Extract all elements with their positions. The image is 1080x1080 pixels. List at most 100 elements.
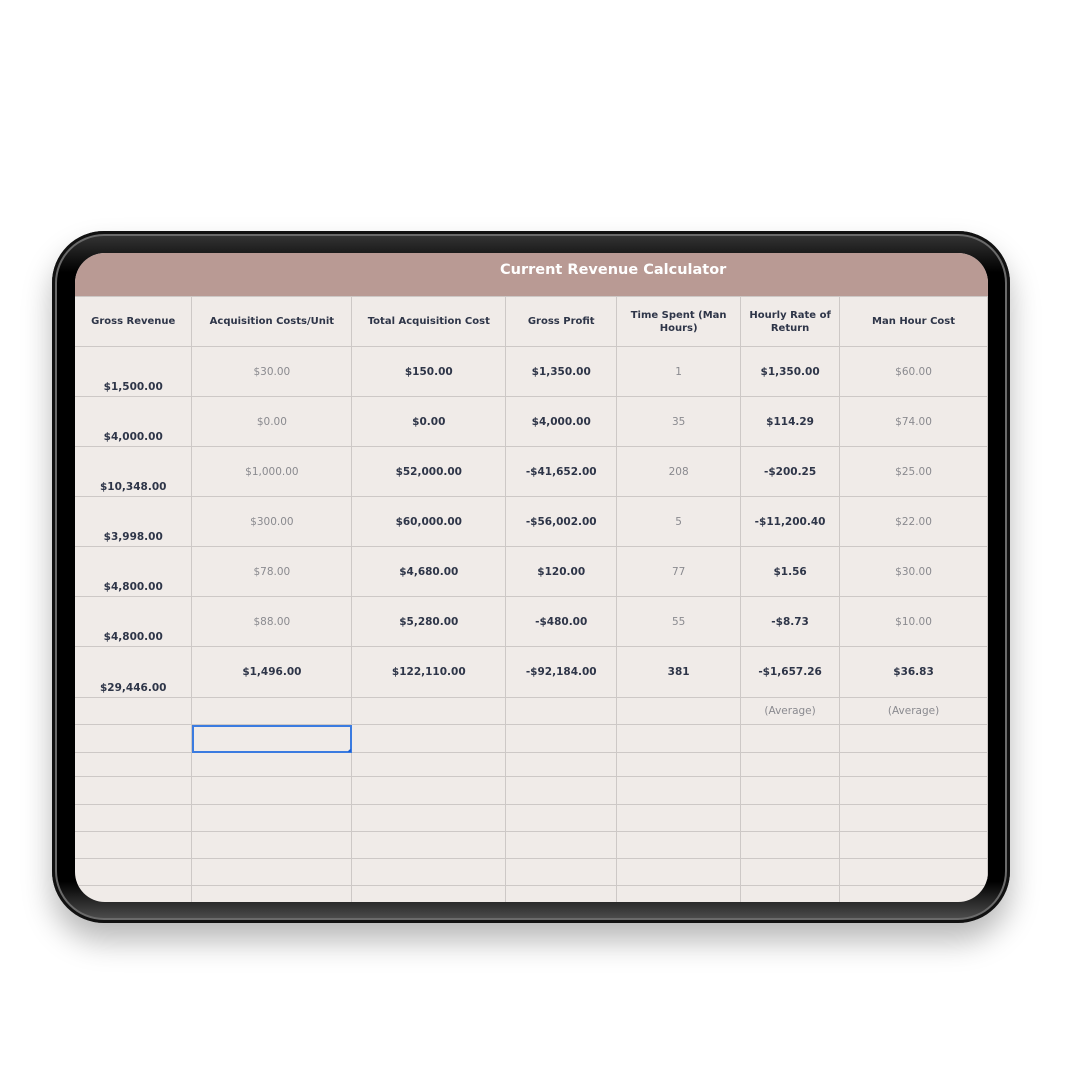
table-cell[interactable]: $4,800.00	[75, 546, 193, 597]
table-cell[interactable]: -$56,002.00	[505, 496, 618, 547]
table-cell[interactable]: $1,500.00	[75, 346, 193, 397]
table-cell[interactable]: $4,000.00	[505, 396, 618, 447]
empty-cell[interactable]	[740, 804, 841, 832]
empty-cell[interactable]	[616, 776, 742, 805]
table-cell[interactable]: $0.00	[351, 396, 507, 447]
table-cell[interactable]: $3,998.00	[75, 496, 193, 547]
column-header[interactable]: Gross Profit	[505, 296, 618, 347]
empty-cell[interactable]	[351, 885, 507, 902]
table-cell[interactable]: 77	[616, 546, 742, 597]
table-cell[interactable]: 55	[616, 596, 742, 647]
empty-cell[interactable]	[839, 831, 988, 859]
empty-cell[interactable]	[616, 724, 742, 753]
note-cell[interactable]	[75, 697, 193, 725]
column-header[interactable]: Man Hour Cost	[839, 296, 988, 347]
table-cell[interactable]: $4,800.00	[75, 596, 193, 647]
total-cell[interactable]: -$92,184.00	[505, 646, 618, 698]
empty-cell[interactable]	[740, 724, 841, 753]
note-cell[interactable]	[616, 697, 742, 725]
column-header[interactable]: Total Acquisition Cost	[351, 296, 507, 347]
table-cell[interactable]: $60.00	[839, 346, 988, 397]
empty-cell[interactable]	[351, 804, 507, 832]
empty-cell[interactable]	[191, 776, 353, 805]
note-cell[interactable]: (Average)	[839, 697, 988, 725]
table-cell[interactable]: $74.00	[839, 396, 988, 447]
column-header[interactable]: Time Spent (Man Hours)	[616, 296, 742, 347]
empty-cell[interactable]	[75, 831, 193, 859]
table-cell[interactable]: -$11,200.40	[740, 496, 841, 547]
table-cell[interactable]: $4,000.00	[75, 396, 193, 447]
empty-cell[interactable]	[191, 858, 353, 886]
empty-cell[interactable]	[616, 804, 742, 832]
table-cell[interactable]: $22.00	[839, 496, 988, 547]
empty-cell[interactable]	[505, 858, 618, 886]
column-header[interactable]: Hourly Rate of Return	[740, 296, 841, 347]
note-cell[interactable]	[505, 697, 618, 725]
empty-cell[interactable]	[75, 804, 193, 832]
empty-cell[interactable]	[351, 831, 507, 859]
table-cell[interactable]: $120.00	[505, 546, 618, 597]
table-cell[interactable]: $1,350.00	[505, 346, 618, 397]
empty-cell[interactable]	[839, 776, 988, 805]
empty-cell[interactable]	[616, 858, 742, 886]
table-cell[interactable]: $1.56	[740, 546, 841, 597]
total-cell[interactable]: $36.83	[839, 646, 988, 698]
note-cell[interactable]	[191, 697, 353, 725]
empty-cell[interactable]	[616, 831, 742, 859]
table-cell[interactable]: $25.00	[839, 446, 988, 497]
table-cell[interactable]: $52,000.00	[351, 446, 507, 497]
empty-cell[interactable]	[75, 724, 193, 753]
column-header[interactable]: Acquisition Costs/Unit	[191, 296, 353, 347]
empty-cell[interactable]	[505, 752, 618, 777]
empty-cell[interactable]	[505, 776, 618, 805]
table-cell[interactable]: 1	[616, 346, 742, 397]
table-cell[interactable]: $300.00	[191, 496, 353, 547]
fill-handle[interactable]	[348, 749, 351, 752]
table-cell[interactable]: $5,280.00	[351, 596, 507, 647]
total-cell[interactable]: $1,496.00	[191, 646, 353, 698]
table-cell[interactable]: -$200.25	[740, 446, 841, 497]
empty-cell[interactable]	[75, 858, 193, 886]
table-cell[interactable]: $4,680.00	[351, 546, 507, 597]
empty-cell[interactable]	[839, 858, 988, 886]
total-cell[interactable]: $29,446.00	[75, 646, 193, 698]
empty-cell[interactable]	[75, 776, 193, 805]
empty-cell[interactable]	[505, 831, 618, 859]
table-cell[interactable]: $150.00	[351, 346, 507, 397]
empty-cell[interactable]	[740, 752, 841, 777]
table-cell[interactable]: $78.00	[191, 546, 353, 597]
empty-cell[interactable]	[351, 752, 507, 777]
empty-cell[interactable]	[740, 831, 841, 859]
empty-cell[interactable]	[505, 885, 618, 902]
table-cell[interactable]: $10,348.00	[75, 446, 193, 497]
empty-cell[interactable]	[191, 831, 353, 859]
total-cell[interactable]: -$1,657.26	[740, 646, 841, 698]
empty-cell[interactable]	[839, 804, 988, 832]
total-cell[interactable]: 381	[616, 646, 742, 698]
empty-cell[interactable]	[191, 752, 353, 777]
empty-cell[interactable]	[351, 858, 507, 886]
empty-cell[interactable]	[505, 724, 618, 753]
table-cell[interactable]: -$41,652.00	[505, 446, 618, 497]
empty-cell[interactable]	[616, 752, 742, 777]
table-cell[interactable]: $60,000.00	[351, 496, 507, 547]
table-cell[interactable]: 35	[616, 396, 742, 447]
empty-cell[interactable]	[839, 724, 988, 753]
empty-cell[interactable]	[191, 804, 353, 832]
table-cell[interactable]: -$8.73	[740, 596, 841, 647]
empty-cell[interactable]	[75, 885, 193, 902]
empty-cell[interactable]	[839, 885, 988, 902]
empty-cell[interactable]	[839, 752, 988, 777]
table-cell[interactable]: $30.00	[839, 546, 988, 597]
empty-cell[interactable]	[740, 858, 841, 886]
empty-cell[interactable]	[740, 885, 841, 902]
table-cell[interactable]: $1,350.00	[740, 346, 841, 397]
table-cell[interactable]: $114.29	[740, 396, 841, 447]
empty-cell[interactable]	[616, 885, 742, 902]
empty-cell[interactable]	[505, 804, 618, 832]
note-cell[interactable]	[351, 697, 507, 725]
empty-cell[interactable]	[740, 776, 841, 805]
table-cell[interactable]: $10.00	[839, 596, 988, 647]
table-cell[interactable]: 208	[616, 446, 742, 497]
column-header[interactable]: Gross Revenue	[75, 296, 193, 347]
